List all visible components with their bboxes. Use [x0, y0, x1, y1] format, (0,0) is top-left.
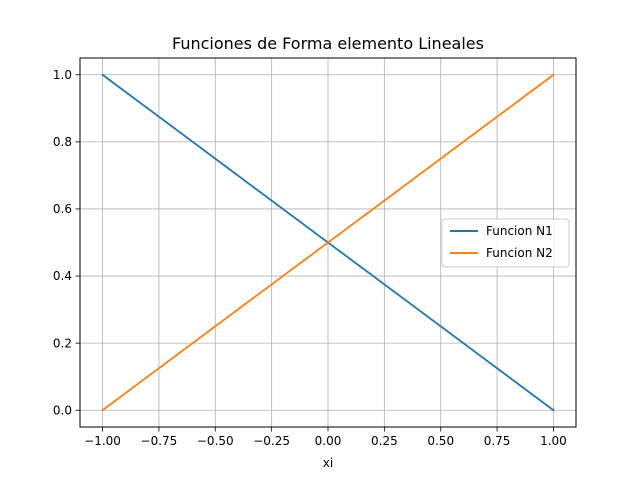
x-tick-label: −0.50 — [197, 434, 234, 448]
grid — [80, 58, 576, 427]
x-tick-label: −0.75 — [141, 434, 178, 448]
y-tick-label: 0.8 — [53, 135, 72, 149]
x-axis-title: xi — [323, 456, 333, 470]
y-tick-label: 0.6 — [53, 202, 72, 216]
x-tick-label: 1.00 — [540, 434, 567, 448]
y-tick-label: 0.2 — [53, 336, 72, 350]
legend-label-n2: Funcion N2 — [486, 246, 553, 260]
x-tick-label: −0.25 — [253, 434, 290, 448]
y-axis-ticks: 0.0 0.2 0.4 0.6 0.8 1.0 — [53, 68, 80, 417]
y-tick-label: 1.0 — [53, 68, 72, 82]
legend-label-n1: Funcion N1 — [486, 224, 553, 238]
x-axis-ticks: −1.00 −0.75 −0.50 −0.25 0.00 0.25 0.50 0.75 1.00 — [84, 427, 567, 448]
y-tick-label: 0.4 — [53, 269, 72, 283]
series-layer — [101, 73, 555, 412]
x-tick-label: 0.25 — [371, 434, 398, 448]
x-tick-label: 0.50 — [427, 434, 454, 448]
chart-title: Funciones de Forma elemento Lineales — [172, 34, 484, 53]
series-line-2 — [101, 73, 555, 412]
legend: Funcion N1 Funcion N2 — [441, 218, 570, 268]
x-tick-label: 0.00 — [315, 434, 342, 448]
x-tick-label: 0.75 — [484, 434, 511, 448]
x-tick-label: −1.00 — [84, 434, 121, 448]
y-tick-label: 0.0 — [53, 403, 72, 417]
